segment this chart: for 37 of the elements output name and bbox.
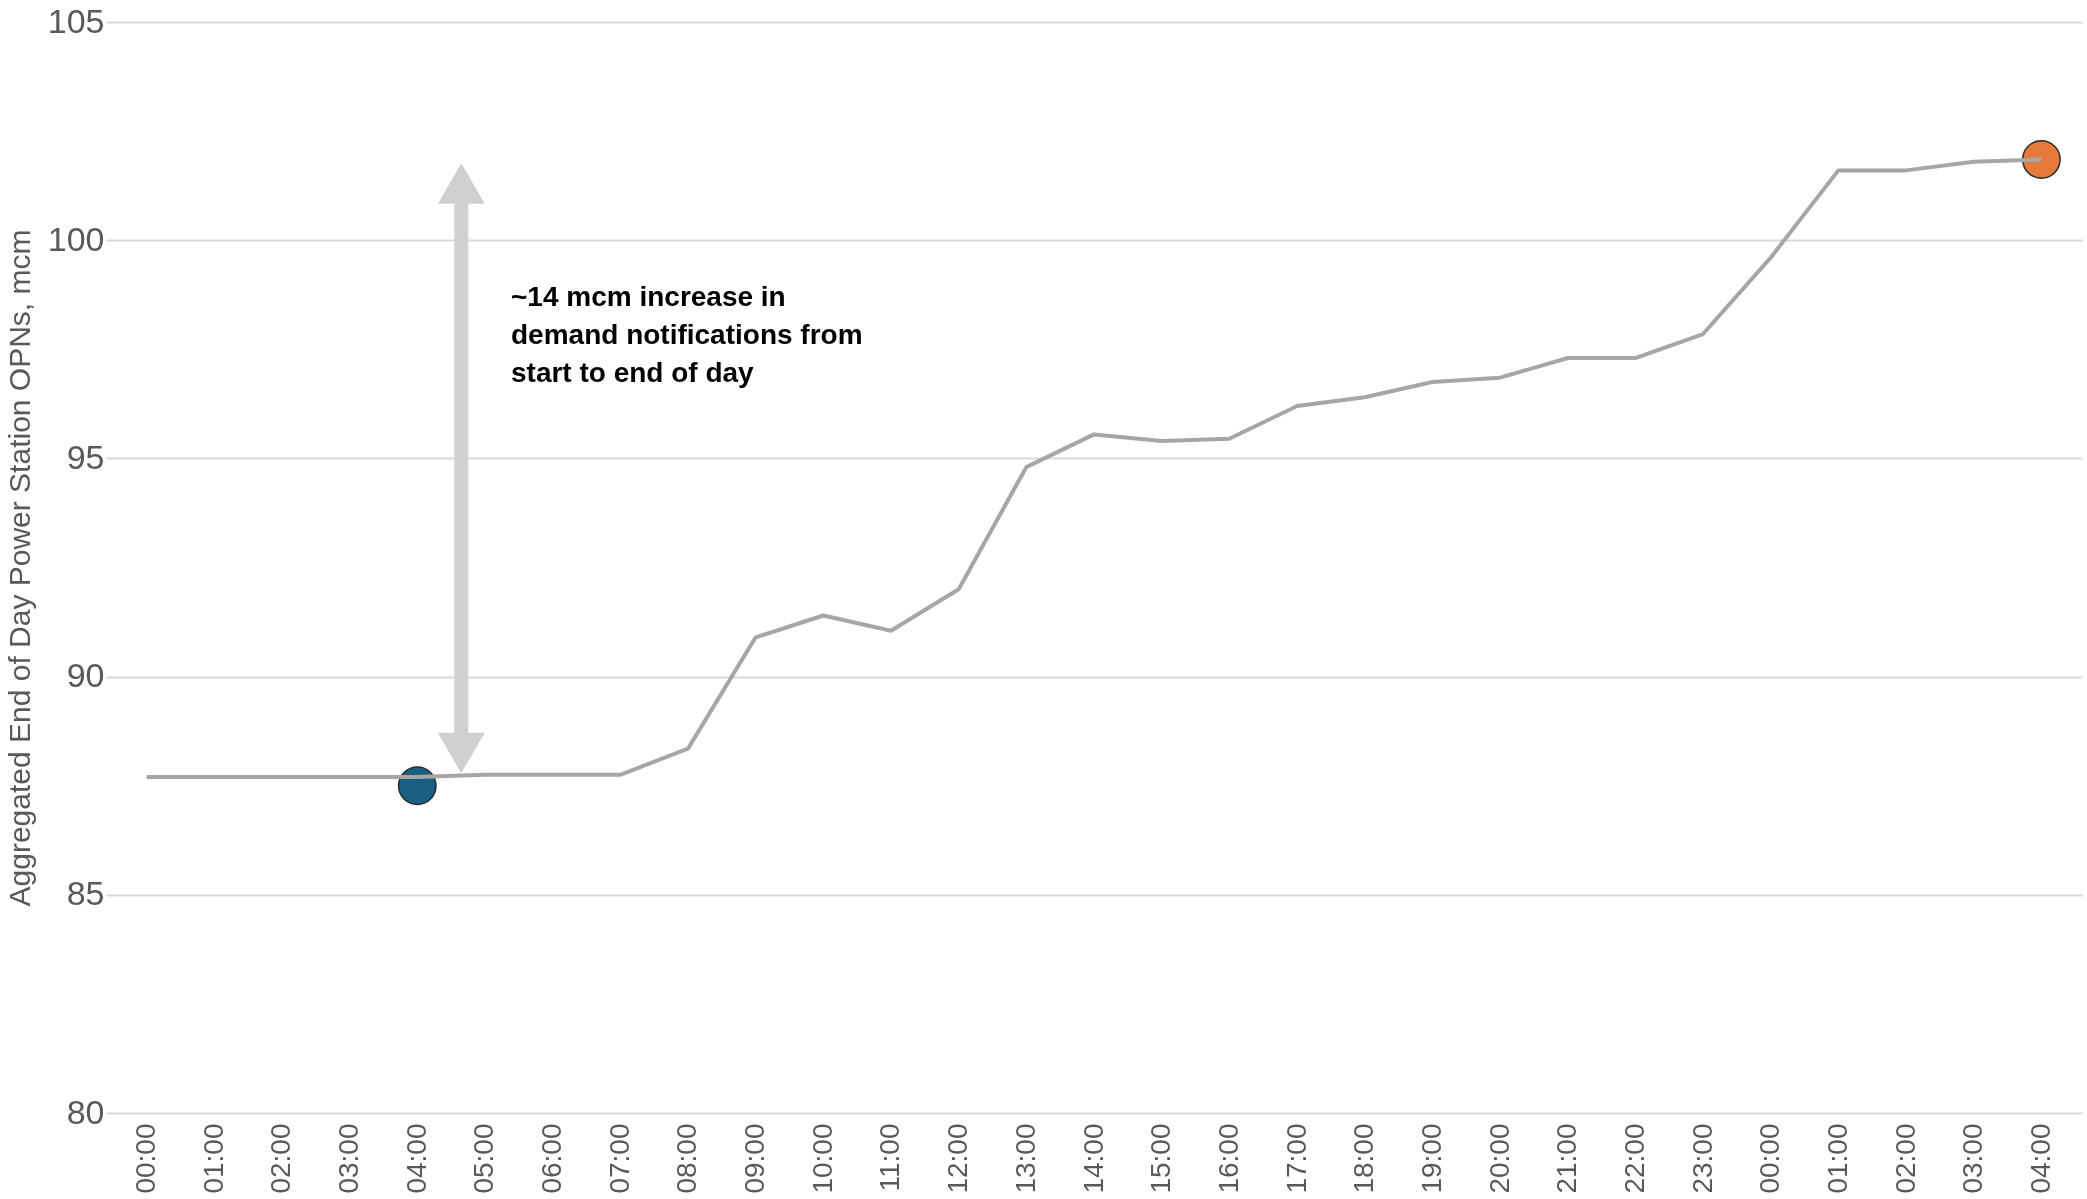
x-tick-label: 18:00 [1348,1123,1380,1194]
y-tick-label: 100 [47,219,105,258]
x-tick-label: 12:00 [942,1123,974,1194]
x-tick-label: 09:00 [739,1123,771,1194]
x-tick-label: 02:00 [1889,1123,1921,1194]
x-tick-label: 08:00 [671,1123,703,1194]
x-tick-label: 03:00 [1957,1123,1989,1194]
x-tick-label: 16:00 [1212,1123,1244,1194]
x-tick-label: 11:00 [874,1123,906,1192]
y-tick-label: 80 [66,1092,105,1131]
x-tick-label: 20:00 [1483,1123,1515,1194]
x-tick-label: 10:00 [806,1123,838,1194]
x-tick-label: 01:00 [1821,1123,1853,1194]
y-tick-label: 105 [47,1,105,40]
x-tick-label: 00:00 [130,1123,162,1194]
y-tick-label: 90 [66,656,105,695]
annotation: ~14 mcm increase in demand notifications from start to end of day [511,281,863,388]
x-tick-label: 15:00 [1145,1123,1177,1194]
x-tick-label: 00:00 [1754,1123,1786,1194]
y-axis-title: Aggregated End of Day Power Station OPNs, mcm [2,229,36,907]
x-tick-label: 17:00 [1280,1123,1312,1194]
x-tick-label: 13:00 [1009,1123,1041,1194]
x-tick-label: 19:00 [1415,1123,1447,1194]
x-tick-label: 04:00 [2024,1123,2056,1194]
x-tick-label: 07:00 [603,1123,635,1194]
x-tick-label: 06:00 [536,1123,568,1194]
x-tick-label: 05:00 [468,1123,500,1194]
x-tick-label: 04:00 [400,1123,432,1194]
x-tick-label: 22:00 [1618,1123,1650,1194]
x-tick-label: 14:00 [1077,1123,1109,1194]
x-tick-label: 23:00 [1686,1123,1718,1194]
y-tick-label: 95 [66,437,105,476]
x-tick-label: 21:00 [1551,1123,1583,1194]
x-tick-label: 02:00 [265,1123,297,1194]
x-tick-label: 03:00 [333,1123,365,1194]
y-tick-label: 85 [66,874,105,913]
x-tick-label: 01:00 [197,1123,229,1194]
